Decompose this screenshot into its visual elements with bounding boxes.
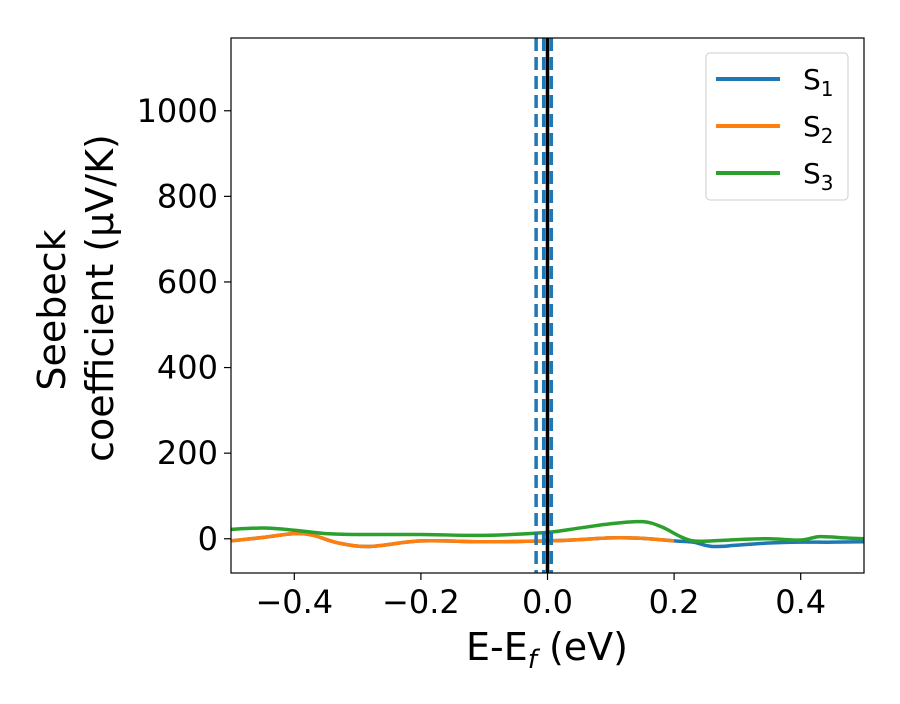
legend-label: S2 xyxy=(803,110,834,148)
y-axis-label-line1: Seebeck xyxy=(30,229,74,390)
y-tick-label: 200 xyxy=(157,434,218,472)
legend-label: S3 xyxy=(803,157,834,195)
y-tick-label: 400 xyxy=(157,349,218,387)
y-tick-label: 600 xyxy=(157,263,218,301)
x-tick-label: 0.4 xyxy=(775,583,826,621)
series-line-2 xyxy=(231,531,675,549)
y-tick-label: 0 xyxy=(198,520,218,558)
legend-label: S1 xyxy=(803,63,834,101)
x-tick-label: −0.2 xyxy=(382,583,460,621)
y-tick-label: 800 xyxy=(157,177,218,215)
x-tick-label: 0.2 xyxy=(649,583,700,621)
x-tick-label: 0.0 xyxy=(522,583,573,621)
x-tick-label: −0.4 xyxy=(255,583,333,621)
series-line-3 xyxy=(231,519,864,544)
legend: S1 S2 S3 xyxy=(705,52,849,201)
y-tick-label: 1000 xyxy=(137,92,218,130)
x-axis-label: E-Ef (eV) xyxy=(466,625,628,675)
y-axis-label-line2: coefficient (μV/K) xyxy=(78,134,122,462)
